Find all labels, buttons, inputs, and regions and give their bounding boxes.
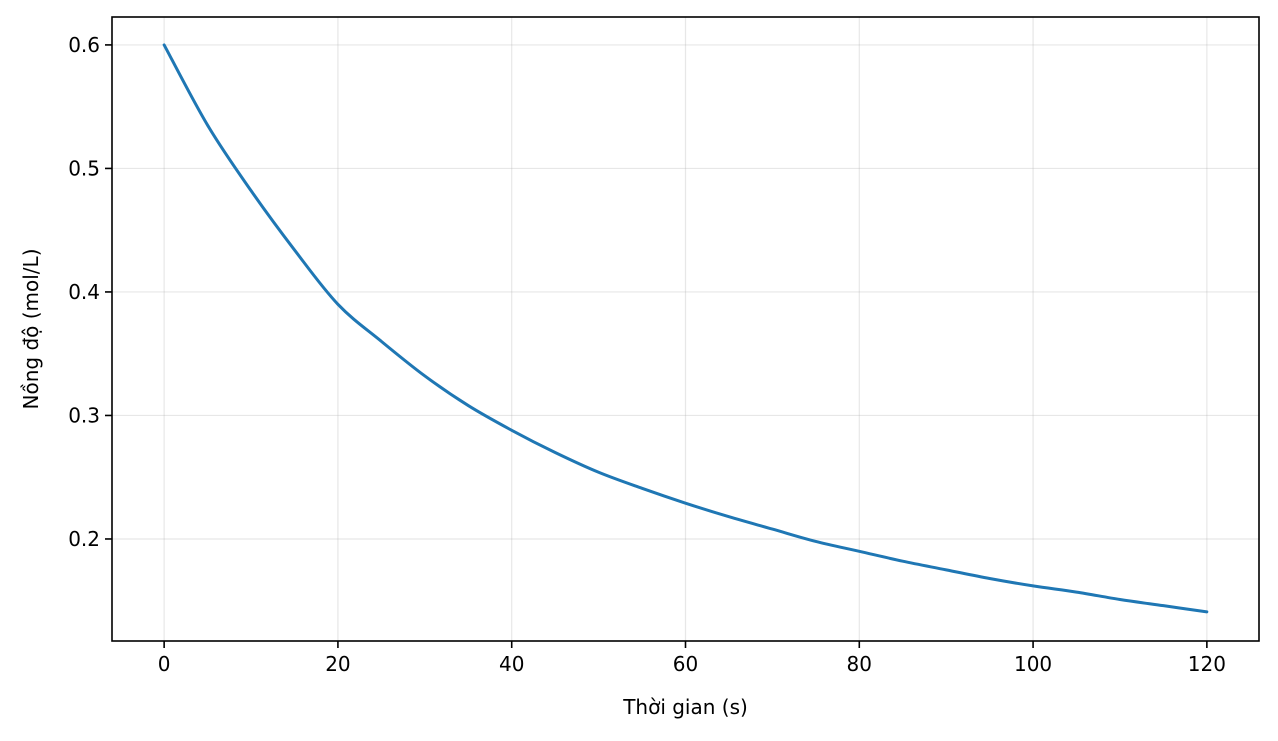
y-tick-label: 0.3 <box>68 403 100 427</box>
x-tick-label: 100 <box>1014 652 1052 676</box>
y-axis-ticks: 0.2 0.3 0.4 0.5 0.6 <box>68 33 112 551</box>
series-line-0 <box>162 43 1209 614</box>
x-tick-label: 20 <box>325 652 350 676</box>
x-tick-label: 120 <box>1188 652 1226 676</box>
grid <box>112 17 1259 641</box>
y-tick-label: 0.4 <box>68 280 100 304</box>
y-tick-label: 0.6 <box>68 33 100 57</box>
x-axis-ticks: 0 20 40 60 80 100 120 <box>158 641 1226 676</box>
y-tick-label: 0.2 <box>68 527 100 551</box>
x-tick-label: 80 <box>847 652 872 676</box>
series-layer <box>162 43 1209 614</box>
x-axis-label: Thời gian (s) <box>622 695 748 719</box>
x-tick-label: 40 <box>499 652 524 676</box>
y-tick-label: 0.5 <box>68 156 100 180</box>
y-axis-label: Nồng độ (mol/L) <box>19 249 43 410</box>
x-tick-label: 60 <box>673 652 698 676</box>
x-tick-label: 0 <box>158 652 171 676</box>
